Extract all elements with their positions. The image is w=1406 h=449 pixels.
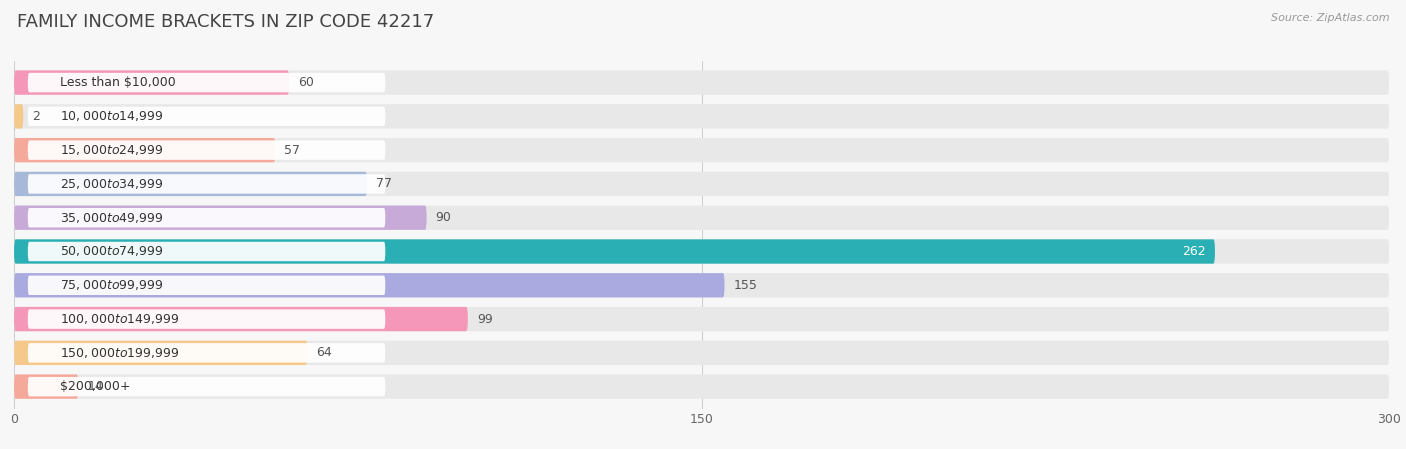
- FancyBboxPatch shape: [28, 343, 385, 363]
- FancyBboxPatch shape: [14, 172, 1389, 196]
- Text: 2: 2: [32, 110, 41, 123]
- FancyBboxPatch shape: [14, 104, 24, 128]
- FancyBboxPatch shape: [14, 138, 1389, 162]
- Text: $15,000 to $24,999: $15,000 to $24,999: [60, 143, 163, 157]
- FancyBboxPatch shape: [14, 273, 724, 297]
- FancyBboxPatch shape: [14, 273, 1389, 297]
- Text: Source: ZipAtlas.com: Source: ZipAtlas.com: [1271, 13, 1389, 23]
- FancyBboxPatch shape: [14, 239, 1389, 264]
- FancyBboxPatch shape: [14, 307, 468, 331]
- FancyBboxPatch shape: [14, 172, 367, 196]
- Text: FAMILY INCOME BRACKETS IN ZIP CODE 42217: FAMILY INCOME BRACKETS IN ZIP CODE 42217: [17, 13, 434, 31]
- FancyBboxPatch shape: [14, 374, 79, 399]
- FancyBboxPatch shape: [14, 341, 1389, 365]
- Text: $10,000 to $14,999: $10,000 to $14,999: [60, 110, 163, 123]
- Text: 57: 57: [284, 144, 301, 157]
- FancyBboxPatch shape: [14, 307, 1389, 331]
- Text: Less than $10,000: Less than $10,000: [60, 76, 176, 89]
- Text: $75,000 to $99,999: $75,000 to $99,999: [60, 278, 163, 292]
- FancyBboxPatch shape: [28, 242, 385, 261]
- Text: 90: 90: [436, 211, 451, 224]
- FancyBboxPatch shape: [14, 374, 1389, 399]
- Text: 77: 77: [377, 177, 392, 190]
- FancyBboxPatch shape: [28, 208, 385, 228]
- FancyBboxPatch shape: [28, 309, 385, 329]
- Text: 14: 14: [87, 380, 103, 393]
- Text: 64: 64: [316, 346, 332, 359]
- Text: $150,000 to $199,999: $150,000 to $199,999: [60, 346, 180, 360]
- FancyBboxPatch shape: [14, 206, 426, 230]
- Text: $100,000 to $149,999: $100,000 to $149,999: [60, 312, 180, 326]
- FancyBboxPatch shape: [28, 141, 385, 160]
- FancyBboxPatch shape: [28, 73, 385, 92]
- FancyBboxPatch shape: [14, 70, 290, 95]
- FancyBboxPatch shape: [14, 104, 1389, 128]
- FancyBboxPatch shape: [14, 138, 276, 162]
- FancyBboxPatch shape: [28, 377, 385, 396]
- Text: $200,000+: $200,000+: [60, 380, 131, 393]
- Text: 60: 60: [298, 76, 314, 89]
- Text: 99: 99: [477, 313, 492, 326]
- FancyBboxPatch shape: [14, 70, 1389, 95]
- FancyBboxPatch shape: [28, 106, 385, 126]
- Text: $50,000 to $74,999: $50,000 to $74,999: [60, 245, 163, 259]
- FancyBboxPatch shape: [14, 206, 1389, 230]
- Text: 155: 155: [734, 279, 758, 292]
- FancyBboxPatch shape: [14, 239, 1215, 264]
- FancyBboxPatch shape: [28, 276, 385, 295]
- Text: $25,000 to $34,999: $25,000 to $34,999: [60, 177, 163, 191]
- Text: $35,000 to $49,999: $35,000 to $49,999: [60, 211, 163, 224]
- Text: 262: 262: [1182, 245, 1206, 258]
- FancyBboxPatch shape: [28, 174, 385, 194]
- FancyBboxPatch shape: [14, 341, 308, 365]
